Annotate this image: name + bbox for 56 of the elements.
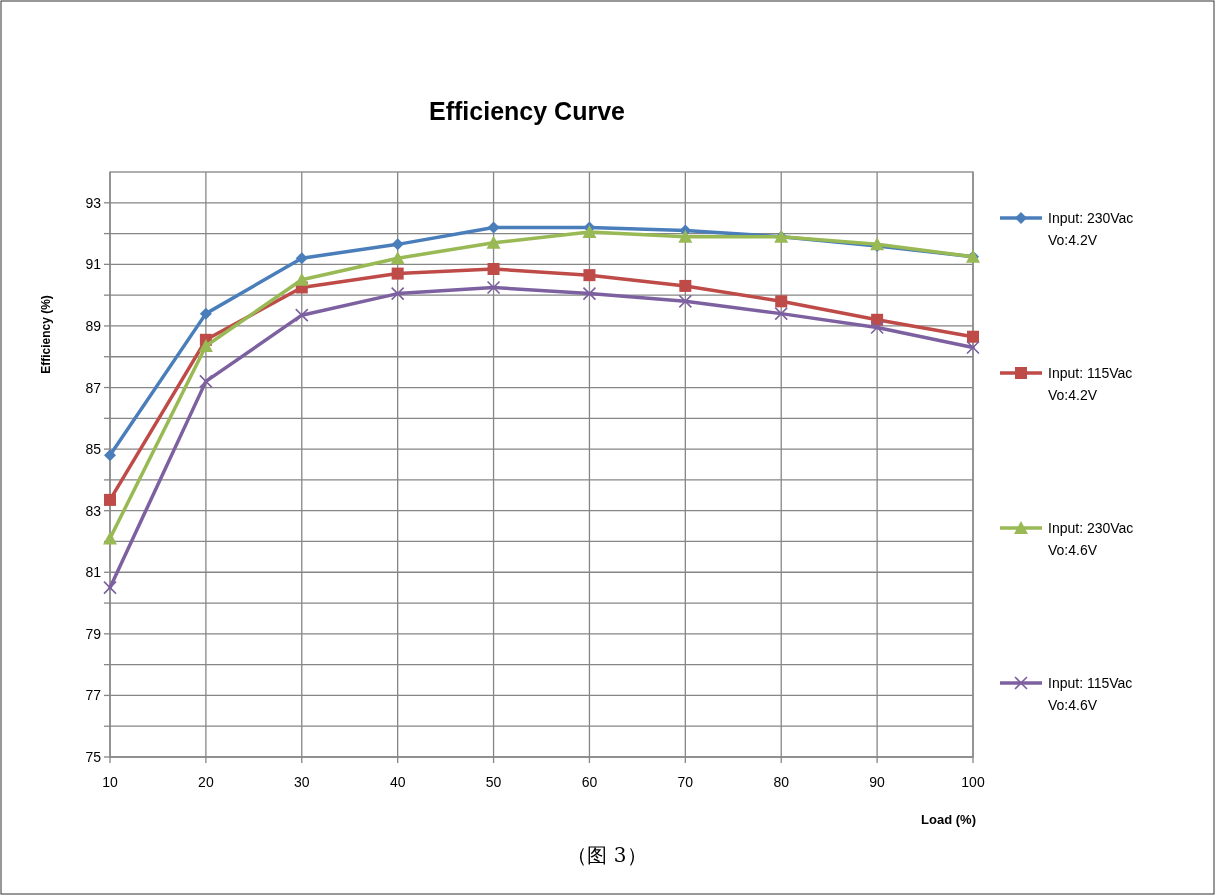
point <box>678 229 693 243</box>
x-tick-label: 80 <box>773 774 790 790</box>
point <box>294 272 309 286</box>
point <box>967 330 979 343</box>
point <box>486 235 501 249</box>
chart-title: Efficiency Curve <box>429 97 626 125</box>
y-tick-label: 85 <box>85 441 102 458</box>
y-tick-label: 89 <box>85 317 102 334</box>
legend-label: Input: 230Vac Vo:4.2V <box>1048 210 1134 248</box>
point <box>390 251 405 265</box>
x-tick-label: 30 <box>293 774 310 790</box>
point <box>104 493 116 506</box>
point <box>486 280 501 295</box>
x-tick-label: 40 <box>389 774 406 790</box>
x-tick-label: 100 <box>961 774 985 790</box>
y-tick-label: 77 <box>85 687 102 704</box>
y-tick-label: 87 <box>85 379 102 396</box>
y-axis-title: Efficiency (%) <box>39 295 53 374</box>
point <box>294 308 309 322</box>
point <box>199 374 213 389</box>
x-tick-label: 70 <box>677 774 694 790</box>
point <box>678 294 693 309</box>
point <box>390 286 405 301</box>
text: （图 3） <box>567 843 647 867</box>
y-tick-label: 79 <box>85 625 102 642</box>
point <box>582 286 597 301</box>
y-tick-label: 81 <box>85 564 102 581</box>
x-tick-label: 10 <box>102 774 118 790</box>
x-tick-label: 90 <box>869 774 886 790</box>
point <box>487 262 500 275</box>
point <box>391 267 404 280</box>
point <box>966 340 980 355</box>
point <box>199 307 212 320</box>
x-tick-label: 50 <box>485 774 502 790</box>
point <box>775 295 788 308</box>
x-axis-title: Load (%) <box>921 812 976 827</box>
point <box>103 580 117 595</box>
legend-label: Input: 115Vac Vo:4.6V <box>1048 675 1133 713</box>
point <box>198 338 213 352</box>
x-tick-label: 60 <box>581 774 598 790</box>
y-tick-label: 75 <box>85 749 102 765</box>
legend-label: Input: 115Vac Vo:4.2V <box>1048 365 1133 403</box>
point <box>391 238 404 251</box>
point <box>104 449 116 462</box>
point <box>295 252 308 265</box>
point <box>103 531 117 545</box>
y-tick-label: 83 <box>85 502 102 519</box>
point <box>583 269 596 282</box>
y-tick-label: 93 <box>85 194 102 211</box>
point <box>870 320 884 335</box>
y-tick-label: 91 <box>85 256 102 273</box>
legend-label: Input: 230Vac Vo:4.6V <box>1048 520 1134 558</box>
x-tick-label: 20 <box>198 774 214 790</box>
point <box>774 306 789 321</box>
point <box>582 225 597 239</box>
point <box>679 279 692 292</box>
